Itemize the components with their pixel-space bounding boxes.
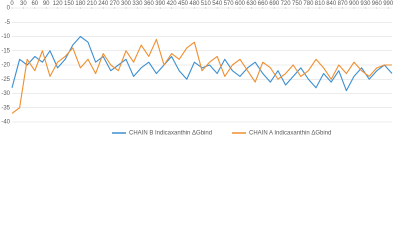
chart: 0 -5 -10 -15 -20 -25 -30 -35 -40 0 30 60 90 120 150 180…	[1, 1, 394, 137]
data-line	[11, 38, 392, 114]
x-tick-label: 300	[121, 1, 132, 7]
y-tick-label: -5	[5, 20, 11, 26]
x-tick-label: 150	[64, 1, 75, 7]
x-tick-label: 450	[178, 1, 189, 7]
x-tick-label: 960	[372, 1, 383, 7]
x-tick-label: 900	[349, 1, 360, 7]
x-tick-label: 750	[292, 1, 303, 7]
x-tick-label: 180	[75, 1, 86, 7]
x-tick-label: 30	[20, 1, 27, 7]
y-tick-label: 0	[7, 6, 11, 12]
x-tick-label: 660	[258, 1, 269, 7]
data-line	[11, 35, 393, 92]
x-tick-label: 720	[281, 1, 292, 7]
x-tick-label: 270	[110, 1, 121, 7]
x-tick-label: 570	[224, 1, 235, 7]
y-tick-label: -30	[1, 91, 10, 97]
x-tick-label: 210	[87, 1, 98, 7]
x-tick-label: 690	[269, 1, 280, 7]
x-tick-label: 330	[132, 1, 143, 7]
x-tick-label: 810	[315, 1, 326, 7]
y-tick-label: -15	[1, 48, 10, 54]
x-tick-label: 510	[201, 1, 212, 7]
legend-label: CHAIN A Indicaxanthin ΔGbind	[249, 131, 331, 137]
x-tick-label: 240	[98, 1, 109, 7]
x-tick-label: 600	[235, 1, 246, 7]
x-tick-label: 0	[10, 1, 14, 7]
x-tick-label: 390	[155, 1, 166, 7]
x-tick-label: 480	[189, 1, 200, 7]
legend-label: CHAIN B Indicaxanthin ΔGbind	[129, 131, 212, 137]
x-tick-label: 630	[246, 1, 257, 7]
x-tick-label: 540	[212, 1, 223, 7]
y-tick-label: -25	[1, 77, 10, 83]
y-tick-label: -40	[1, 120, 10, 126]
x-tick-label: 870	[338, 1, 349, 7]
x-tick-label: 60	[31, 1, 38, 7]
y-tick-label: -35	[1, 105, 10, 111]
x-tick-label: 90	[43, 1, 50, 7]
x-tick-label: 840	[326, 1, 337, 7]
x-tick-label: 780	[303, 1, 314, 7]
x-tick-label: 990	[383, 1, 394, 7]
x-tick-label: 420	[167, 1, 178, 7]
y-tick-label: -20	[1, 63, 10, 69]
x-tick-label: 360	[144, 1, 155, 7]
x-tick-label: 930	[360, 1, 371, 7]
x-tick-label: 120	[53, 1, 64, 7]
y-tick-label: -10	[1, 34, 10, 40]
